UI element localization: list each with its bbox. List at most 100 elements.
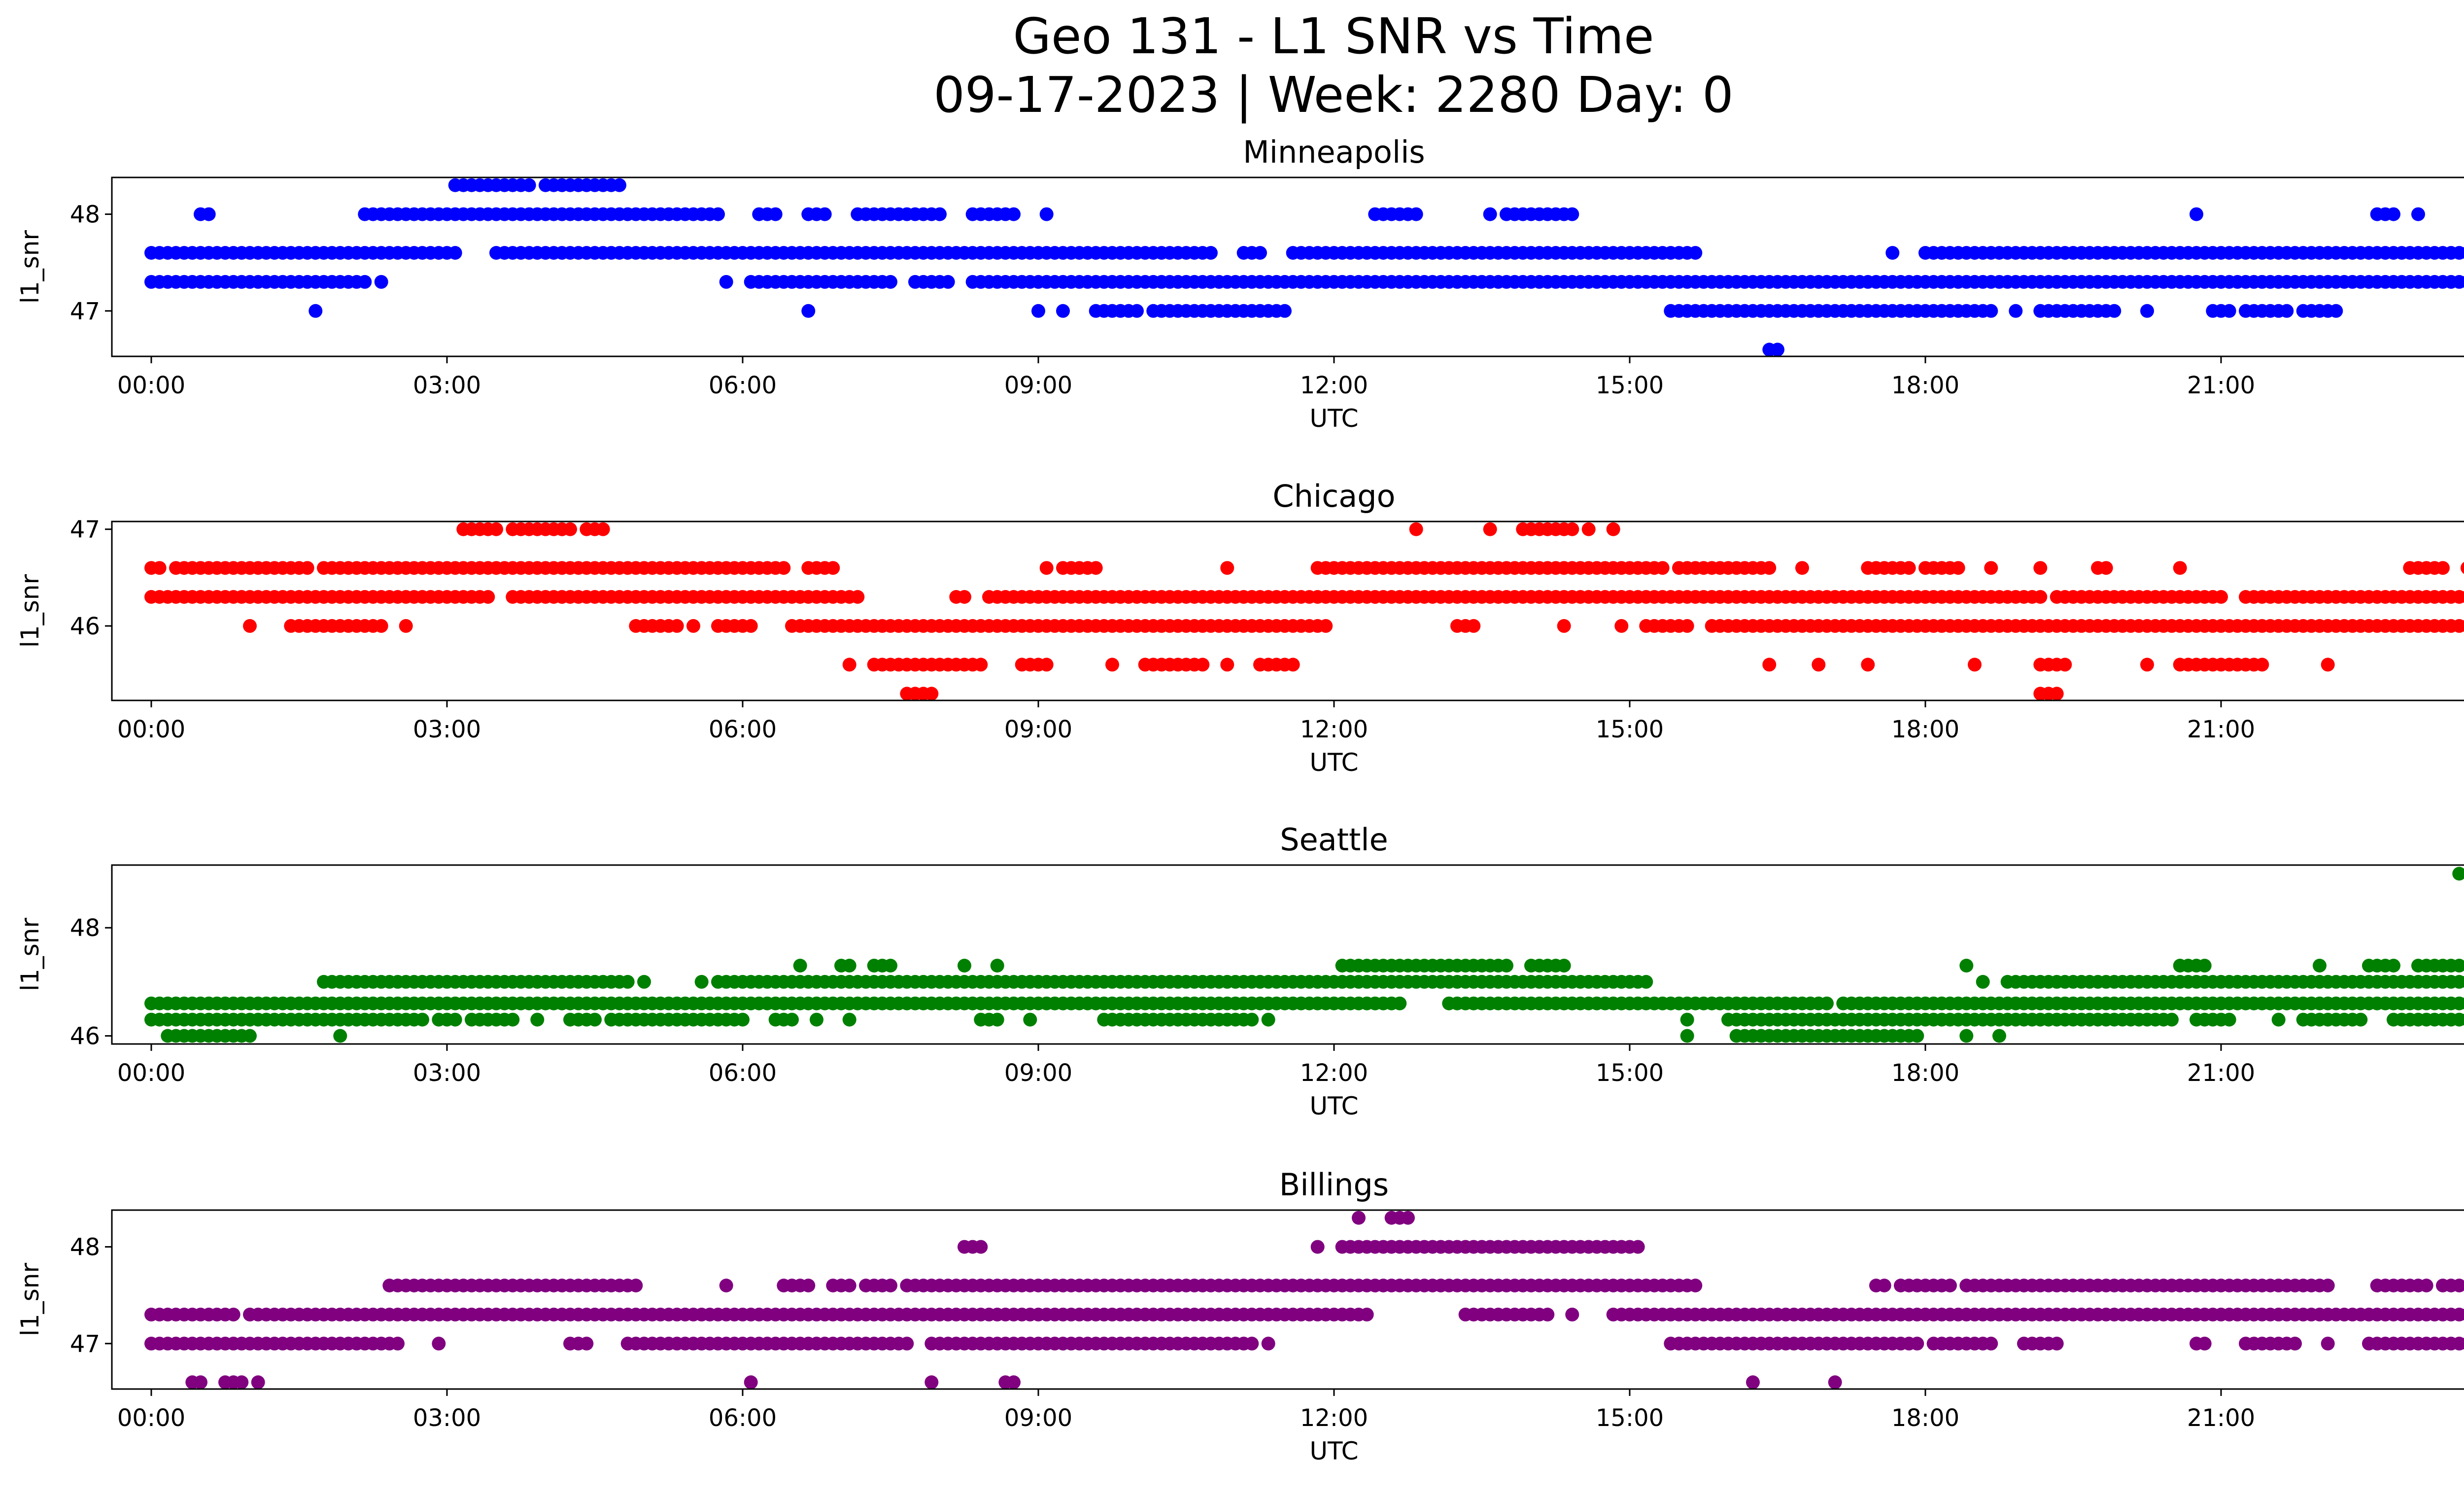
data-point bbox=[2313, 959, 2327, 973]
data-point bbox=[1352, 1211, 1366, 1225]
x-tick-label: 03:00 bbox=[413, 1404, 481, 1432]
data-point bbox=[2050, 1336, 2064, 1351]
data-point bbox=[243, 619, 257, 633]
y-tick-label: 48 bbox=[70, 1234, 100, 1261]
data-point bbox=[941, 275, 955, 289]
data-point bbox=[1278, 304, 1292, 318]
subplot-title: Seattle bbox=[1280, 822, 1388, 858]
data-point bbox=[1812, 658, 1826, 672]
y-tick-label: 48 bbox=[70, 201, 100, 229]
data-point bbox=[1910, 1029, 1924, 1043]
data-point bbox=[1409, 207, 1423, 221]
data-point bbox=[2461, 276, 2464, 288]
data-point bbox=[1951, 561, 1965, 575]
x-tick-label: 03:00 bbox=[413, 716, 481, 743]
x-axis-label: UTC bbox=[1309, 404, 1358, 433]
data-point bbox=[2461, 591, 2464, 603]
x-tick-label: 03:00 bbox=[413, 1059, 481, 1087]
x-tick-label: 18:00 bbox=[1891, 1404, 1959, 1432]
data-point bbox=[226, 1307, 240, 1321]
x-tick-label: 09:00 bbox=[1004, 1404, 1072, 1432]
data-series bbox=[144, 178, 2464, 357]
data-point bbox=[2452, 619, 2464, 633]
data-point bbox=[1762, 658, 1777, 672]
data-point bbox=[251, 1375, 265, 1390]
x-tick-label: 18:00 bbox=[1891, 1059, 1959, 1087]
subplot-seattle: Seattle 00:00 03:00 06:00 09:00 12:00 15:00 18:… bbox=[16, 822, 2464, 1120]
data-point bbox=[1319, 619, 1333, 633]
data-point bbox=[1360, 1307, 1374, 1321]
data-point bbox=[415, 1012, 429, 1027]
data-point bbox=[1565, 207, 1579, 221]
data-point bbox=[711, 207, 725, 221]
data-point bbox=[2461, 246, 2464, 259]
data-point bbox=[2321, 1336, 2335, 1351]
data-point bbox=[793, 959, 807, 973]
data-point bbox=[990, 1012, 1004, 1027]
data-point bbox=[1984, 561, 1998, 575]
data-point bbox=[1655, 561, 1670, 575]
data-point bbox=[1861, 658, 1875, 672]
data-point bbox=[1746, 1375, 1760, 1390]
subplot-minneapolis: Minneapolis 00:00 03:00 06:00 09:00 12:00 15:0… bbox=[16, 134, 2464, 433]
data-series bbox=[144, 867, 2464, 1043]
data-point bbox=[1639, 974, 1653, 989]
subplots: Minneapolis 00:00 03:00 06:00 09:00 12:00 15:0… bbox=[16, 134, 2464, 1465]
data-point bbox=[900, 1336, 914, 1351]
data-point bbox=[801, 304, 816, 318]
data-point bbox=[2354, 1012, 2368, 1027]
y-axis-label: l1_snr bbox=[16, 918, 44, 991]
data-point bbox=[620, 974, 635, 989]
subplot-title: Minneapolis bbox=[1243, 134, 1425, 170]
x-tick-label: 12:00 bbox=[1300, 372, 1368, 399]
data-point bbox=[1204, 246, 1218, 260]
data-point bbox=[1261, 1336, 1275, 1351]
data-point bbox=[391, 1336, 405, 1351]
x-tick-label: 21:00 bbox=[2187, 1404, 2255, 1432]
data-point bbox=[1039, 561, 1054, 575]
data-point bbox=[580, 1336, 594, 1351]
data-point bbox=[432, 1336, 446, 1351]
x-tick-label: 09:00 bbox=[1004, 372, 1072, 399]
data-point bbox=[530, 1012, 545, 1027]
data-point bbox=[202, 207, 216, 221]
data-point bbox=[2452, 974, 2464, 989]
data-point bbox=[1310, 1240, 1325, 1254]
data-point bbox=[2387, 207, 2400, 221]
data-point bbox=[613, 178, 626, 192]
data-point bbox=[1885, 246, 1900, 260]
x-axis-label: UTC bbox=[1309, 1437, 1358, 1465]
x-tick-label: 18:00 bbox=[1891, 716, 1959, 743]
data-point bbox=[1253, 246, 1267, 260]
data-point bbox=[719, 275, 733, 289]
y-axis-label: l1_snr bbox=[16, 574, 44, 648]
data-point bbox=[736, 1012, 750, 1027]
data-point bbox=[1039, 658, 1054, 672]
data-series bbox=[144, 1211, 2464, 1390]
data-point bbox=[308, 304, 323, 318]
data-point bbox=[1984, 304, 1998, 318]
data-point bbox=[506, 1012, 520, 1027]
data-point bbox=[1820, 996, 1834, 1010]
data-point bbox=[1762, 561, 1777, 575]
data-point bbox=[2009, 304, 2023, 318]
data-point bbox=[958, 959, 971, 973]
data-point bbox=[842, 1012, 856, 1027]
x-tick-label: 15:00 bbox=[1596, 372, 1664, 399]
data-point bbox=[818, 207, 832, 221]
data-point bbox=[1688, 1279, 1703, 1292]
x-tick-label: 15:00 bbox=[1596, 1404, 1664, 1432]
data-series bbox=[144, 522, 2464, 701]
subplot-chicago: Chicago 00:00 03:00 06:00 09:00 12:00 15:00 18:… bbox=[16, 478, 2464, 777]
data-point bbox=[152, 561, 167, 575]
x-tick-label: 15:00 bbox=[1596, 1059, 1664, 1087]
data-point bbox=[374, 275, 388, 289]
data-point bbox=[1409, 522, 1423, 536]
data-point bbox=[588, 1012, 602, 1027]
data-point bbox=[810, 1012, 823, 1027]
data-point bbox=[1959, 959, 1974, 973]
data-point bbox=[1089, 561, 1103, 575]
data-point bbox=[2452, 996, 2464, 1010]
data-point bbox=[1984, 1336, 1998, 1351]
